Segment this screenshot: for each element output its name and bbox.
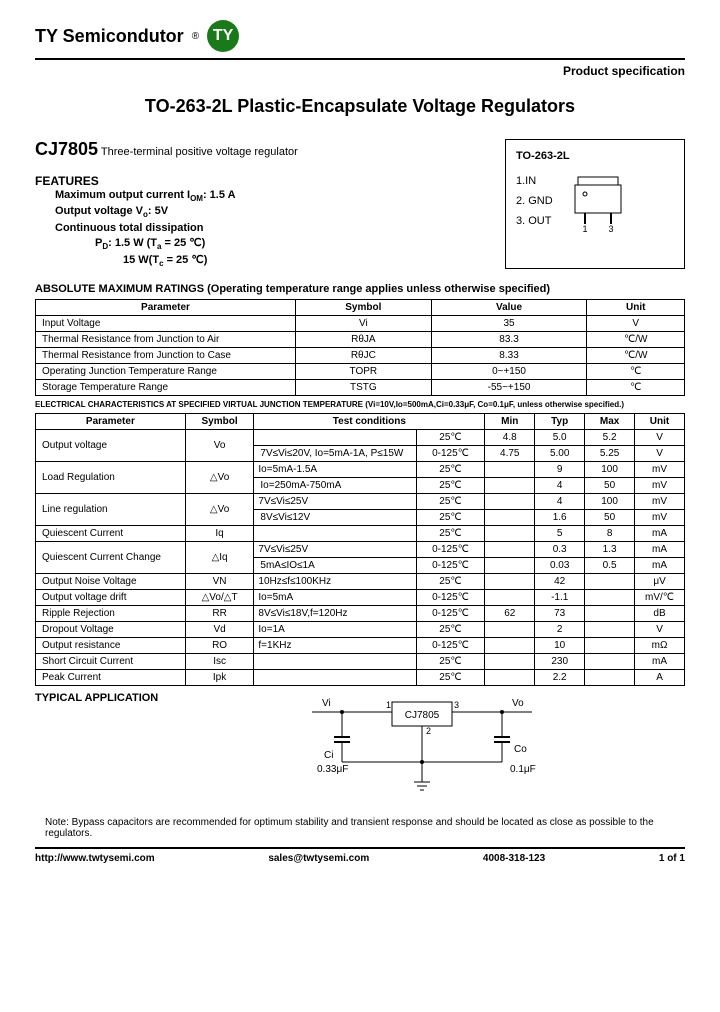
features-list: Maximum output current IOM: 1.5 A Output… xyxy=(35,188,485,269)
elec-note: ELECTRICAL CHARACTERISTICS AT SPECIFIED … xyxy=(35,400,685,409)
svg-text:Ci: Ci xyxy=(324,750,333,761)
typical-app-heading: TYPICAL APPLICATION xyxy=(35,692,158,704)
svg-text:3: 3 xyxy=(454,700,459,710)
registered-mark: ® xyxy=(192,31,199,42)
svg-text:2: 2 xyxy=(426,726,431,736)
pin-3: 3. OUT xyxy=(516,212,553,232)
pin-1: 1.IN xyxy=(516,172,553,192)
app-circuit-diagram: Vi Vo 1 CJ7805 3 2 xyxy=(158,692,685,805)
part-number: CJ7805 xyxy=(35,139,98,159)
footer-phone: 4008-318-123 xyxy=(483,853,545,864)
company-logo: TY xyxy=(207,20,239,52)
footer: http://www.twtysemi.com sales@twtysemi.c… xyxy=(35,847,685,864)
svg-text:Vi: Vi xyxy=(322,698,331,709)
footer-url: http://www.twtysemi.com xyxy=(35,853,155,864)
footer-page: 1 of 1 xyxy=(659,853,685,864)
abs-max-heading: ABSOLUTE MAXIMUM RATINGS (Operating temp… xyxy=(35,283,685,295)
svg-text:0.1μF: 0.1μF xyxy=(510,764,536,775)
abs-max-table: ParameterSymbolValueUnit Input VoltageVi… xyxy=(35,299,685,396)
features-heading: FEATURES xyxy=(35,174,485,188)
svg-text:1: 1 xyxy=(582,224,587,232)
footer-email: sales@twtysemi.com xyxy=(268,853,369,864)
part-description: Three-terminal positive voltage regulato… xyxy=(101,146,298,158)
company-name: TY Semicondutor xyxy=(35,26,184,47)
package-box: TO-263-2L 1.IN 2. GND 3. OUT 1 3 xyxy=(505,139,685,269)
page-title: TO-263-2L Plastic-Encapsulate Voltage Re… xyxy=(35,96,685,117)
footnote: Note: Bypass capacitors are recommended … xyxy=(45,817,675,839)
svg-text:Vo: Vo xyxy=(512,698,524,709)
package-title: TO-263-2L xyxy=(516,150,674,162)
svg-text:3: 3 xyxy=(608,224,613,232)
svg-text:0.33μF: 0.33μF xyxy=(317,764,348,775)
spec-label: Product specification xyxy=(35,64,685,78)
part-line: CJ7805 Three-terminal positive voltage r… xyxy=(35,139,485,160)
header: TY Semicondutor ® TY xyxy=(35,20,685,60)
pin-2: 2. GND xyxy=(516,192,553,212)
svg-text:CJ7805: CJ7805 xyxy=(404,710,439,721)
svg-text:1: 1 xyxy=(386,700,391,710)
elec-table: Parameter Symbol Test conditions Min Typ… xyxy=(35,413,685,686)
package-icon: 1 3 xyxy=(563,172,633,232)
svg-text:Co: Co xyxy=(514,744,527,755)
